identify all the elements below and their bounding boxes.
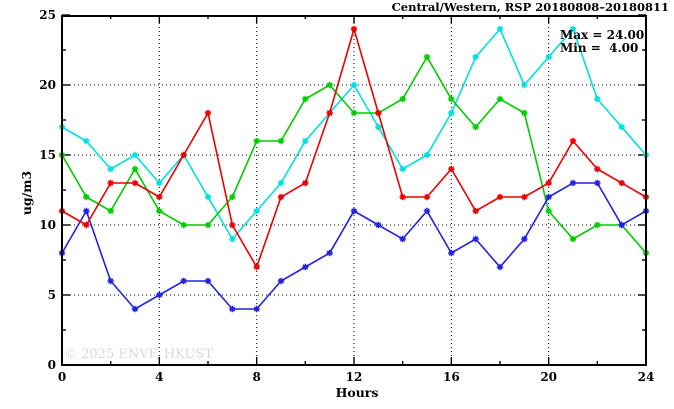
y-axis-label: ug/m3 [19,171,34,215]
x-tick-label: 16 [443,370,460,384]
gridlines [62,15,646,365]
plot-frame [61,15,647,366]
chart-title: Central/Western, RSP 20180808–20180811 [392,0,669,14]
data-series [58,25,650,313]
watermark: © 2025 ENVF, HKUST [64,347,213,362]
y-tick-label: 20 [39,78,56,92]
x-tick-label: 20 [540,370,557,384]
y-tick-label: 5 [48,288,56,302]
y-tick-label: 15 [39,148,56,162]
x-tick-label: 0 [58,370,66,384]
series-red-line [58,25,650,271]
tick-labels: 0 4 8 12 16 20 24 0 5 10 15 20 25 [39,8,654,384]
min-annotation: Min = 4.00 [560,41,638,55]
x-tick-label: 8 [252,370,260,384]
max-annotation: Max = 24.00 [560,28,644,42]
series-blue-line [58,179,650,313]
x-tick-label: 4 [155,370,163,384]
x-axis-label: Hours [336,385,379,400]
x-tick-label: 24 [638,370,655,384]
y-tick-label: 25 [39,8,56,22]
y-tick-label: 0 [48,358,56,372]
y-tick-label: 10 [39,218,56,232]
x-tick-label: 12 [346,370,363,384]
